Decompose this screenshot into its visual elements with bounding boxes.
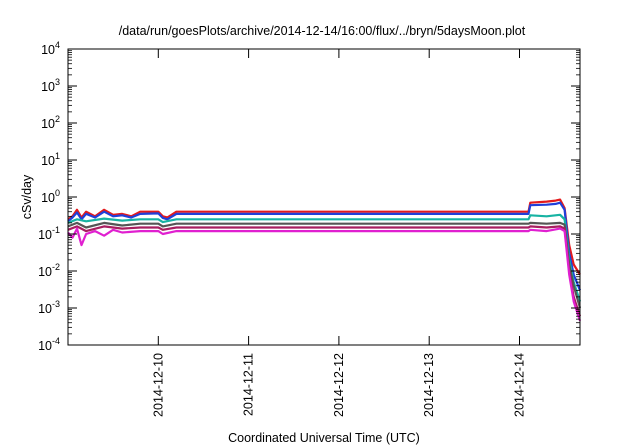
chart-title: /data/run/goesPlots/archive/2014-12-14/1… [119,24,526,38]
y-tick-label: 10-1 [38,225,60,242]
x-tick-label: 2014-12-10 [151,353,165,417]
y-tick-label: 103 [41,77,60,94]
y-axis-label: cSv/day [20,174,34,219]
x-axis-ticks: 2014-12-10 2014-12-11 2014-12-12 2014-12-13… [151,49,526,417]
x-tick-label: 2014-12-13 [422,353,436,417]
plot-frame [67,48,581,346]
series-line-2 [67,201,582,291]
series-line-5 [67,225,582,317]
y-tick-label: 102 [41,114,60,131]
y-axis-ticks: 10-4 10-3 10-2 10-1 100 101 102 103 104 [38,40,580,353]
y-tick-label: 10-2 [38,262,60,279]
y-tick-label: 10-4 [38,336,60,353]
x-tick-label: 2014-12-11 [242,353,256,416]
series-line-6 [67,227,582,322]
series-line-1 [67,198,581,276]
series-line-4 [67,221,582,309]
x-axis-label: Coordinated Universal Time (UTC) [228,431,420,445]
y-tick-label: 104 [41,40,60,57]
y-tick-label: 100 [41,188,60,205]
series-layer [67,198,582,322]
x-tick-label: 2014-12-14 [512,353,526,417]
x-tick-label: 2014-12-12 [332,353,346,417]
y-tick-label: 10-3 [38,299,60,316]
y-tick-label: 101 [41,151,60,168]
